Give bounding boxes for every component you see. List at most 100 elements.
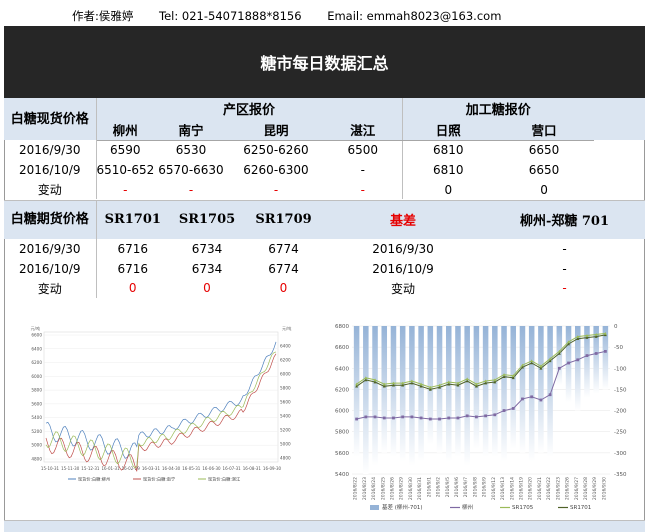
liuzhou-point xyxy=(567,361,570,365)
futures-change: 0 xyxy=(128,281,137,295)
liuzhou-point xyxy=(530,395,534,399)
futures-cell: 6774 xyxy=(268,261,299,276)
x-tick: 2016/8/22 xyxy=(353,477,359,500)
basis-bar xyxy=(547,326,553,458)
x-tick: 2016/8/24 xyxy=(371,477,377,500)
legend-label: SR1701 xyxy=(570,505,591,511)
x-tick: 2016/9/5 xyxy=(445,477,451,497)
liuzhou-line xyxy=(356,350,606,420)
basis-bar xyxy=(455,326,461,458)
sr1701-point xyxy=(567,342,571,346)
x-tick: 2016/9/6 xyxy=(454,477,460,497)
sr1701-point xyxy=(474,384,478,388)
basis-date: 2016/10/9 xyxy=(372,261,434,276)
liuzhou-point xyxy=(456,416,460,420)
x-tick: 16-07-31 xyxy=(223,466,242,471)
col-zhanjiang: 湛江 xyxy=(324,119,403,141)
spot-cell: - xyxy=(324,160,403,180)
sr1701-point xyxy=(484,381,488,385)
basis-bar xyxy=(482,326,489,458)
basis-date: 2016/9/30 xyxy=(372,241,434,256)
liuzhou-point xyxy=(585,354,589,357)
y-right-tick: -250 xyxy=(614,430,627,436)
y-left-tick: 6200 xyxy=(335,387,349,393)
bottom-band xyxy=(4,520,645,532)
x-tick: 2016/8/25 xyxy=(380,477,386,500)
sr1705-point xyxy=(419,382,423,386)
y-right-tick: -300 xyxy=(614,451,627,457)
y-left-tick: 5200 xyxy=(31,429,42,434)
sr1701-point xyxy=(364,378,368,382)
table-row: 变动 0 0 0 变动 - xyxy=(4,278,645,298)
y-left-tick: 4800 xyxy=(31,457,42,462)
liuzhou-point xyxy=(382,416,386,420)
x-tick: 2016/8/23 xyxy=(362,477,368,500)
author-line: 作者:侯雅婷 Tel: 021-54071888*8156 Email: emm… xyxy=(72,8,523,24)
right-basis-chart: 6800 6600 6400 6200 6000 5800 5600 5400 0 -50 -100… xyxy=(330,318,630,514)
basis-value: - xyxy=(562,261,567,276)
basis-bar xyxy=(574,326,581,411)
spot-cell: 6250-6260 xyxy=(243,143,309,158)
liuzhou-point xyxy=(576,358,580,362)
liuzhou-point xyxy=(410,415,414,419)
x-tick: 2016/8/29 xyxy=(399,477,405,500)
origin-group-header: 产区报价 xyxy=(96,98,403,119)
x-tick: 16-02-29 xyxy=(122,466,141,471)
x-tick: 15-12-31 xyxy=(81,466,100,471)
spot-price-table: 白糖现货价格 产区报价 加工糖报价 柳州 南宁 昆明 湛江 日照 营口 2016… xyxy=(4,98,646,199)
futures-row-label: 白糖期货价格 xyxy=(4,200,97,239)
sr1705-point xyxy=(493,378,497,382)
x-tick: 15-10-31 xyxy=(41,466,60,471)
spot-change: 0 xyxy=(540,182,548,197)
sr1705-point xyxy=(410,379,414,383)
y-left-tick: 5600 xyxy=(335,451,349,457)
email[interactable]: Email: emmah8023@163.com xyxy=(327,9,502,23)
y-right-tick: 5600 xyxy=(280,400,291,405)
spot-cell: 6810 xyxy=(432,143,464,158)
x-tick: 2016/9/1 xyxy=(426,477,432,497)
left-chart-svg: 元/吨 元/吨 6600 6400 6200 6000 5800 5600 5400 5200 50… xyxy=(31,325,292,483)
x-tick: 2016/9/19 xyxy=(518,477,524,500)
x-tick: 2016/9/7 xyxy=(463,477,469,497)
plot-area xyxy=(43,331,279,463)
basis-bar xyxy=(436,326,443,453)
spot-cell: 6530 xyxy=(175,143,207,158)
y-left-tick: 6600 xyxy=(31,333,42,338)
spot-cell: 6650 xyxy=(528,143,560,158)
sr1701-point xyxy=(576,337,580,340)
basis-bar xyxy=(381,326,388,453)
x-tick: 2016/9/27 xyxy=(574,477,580,500)
sr1701-point xyxy=(419,384,423,388)
y-left-tick: 6600 xyxy=(335,345,349,351)
basis-bar xyxy=(501,326,507,462)
futures-date: 2016/10/9 xyxy=(4,258,97,279)
liuzhou-point xyxy=(428,417,432,421)
y-left-tick: 6000 xyxy=(31,374,42,379)
spot-date: 2016/9/30 xyxy=(4,140,97,160)
liuzhou-point xyxy=(521,397,524,401)
basis-bar xyxy=(519,326,526,453)
x-tick: 2016/9/29 xyxy=(592,477,598,500)
report-title: 糖市每日数据汇总 xyxy=(4,26,645,98)
y-right-tick: 0 xyxy=(614,324,618,330)
sr1705-point xyxy=(548,357,552,361)
spot-date: 2016/10/9 xyxy=(4,160,97,180)
sr1705-point xyxy=(373,378,377,382)
table-row: 变动 - - - - 0 0 xyxy=(4,180,645,199)
sr1705-point xyxy=(391,381,395,385)
spot-row-label: 白糖现货价格 xyxy=(4,98,97,140)
sr1701-line xyxy=(356,334,606,390)
y-right-tick: 6200 xyxy=(280,358,291,363)
y-right-tick: 5800 xyxy=(280,386,291,391)
spot-change: - xyxy=(324,180,403,199)
liuzhou-point xyxy=(539,398,543,402)
basis-bar xyxy=(556,326,563,386)
sr1705-point xyxy=(511,374,515,377)
liuzhou-point xyxy=(401,415,405,419)
liuzhou-point xyxy=(419,416,423,420)
basis-bar xyxy=(409,326,415,466)
table-row: 2016/9/30 6590 6530 6250-6260 6500 6810 … xyxy=(4,140,645,160)
x-tick: 16-04-30 xyxy=(162,466,181,471)
basis-bar xyxy=(427,326,434,445)
sr1701-point xyxy=(391,383,395,387)
